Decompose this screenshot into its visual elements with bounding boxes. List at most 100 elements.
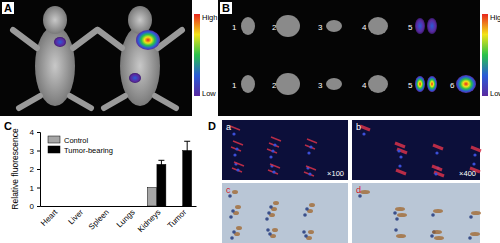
fluorescence	[136, 30, 160, 50]
micrograph	[222, 183, 348, 243]
panel-label: A	[4, 2, 12, 14]
panel-label: B	[222, 2, 230, 14]
axis-line	[37, 133, 41, 207]
organ	[326, 78, 342, 90]
tick-label: Spleen	[87, 208, 111, 232]
tick: Spleen	[87, 206, 111, 232]
tick-label: Kidneys	[136, 208, 162, 234]
organ	[241, 75, 255, 93]
stain	[395, 143, 405, 147]
nucleus	[236, 168, 239, 171]
tick-label: 4	[30, 128, 35, 137]
stain	[433, 145, 443, 149]
legend-swatch	[48, 136, 60, 143]
nucleus	[230, 236, 234, 240]
nucleus	[430, 234, 434, 238]
nucleus	[399, 155, 402, 158]
nucleus	[269, 155, 272, 158]
mouse-limb	[155, 96, 176, 108]
tick-label: 2	[30, 165, 35, 174]
error-cap	[158, 160, 164, 161]
stain	[397, 149, 407, 153]
tick-label: Liver	[66, 207, 85, 226]
stain	[236, 226, 242, 230]
stain	[234, 162, 244, 166]
magnification: ×400	[459, 169, 476, 178]
stain	[230, 126, 240, 130]
error-bar	[187, 141, 188, 160]
tick: 2	[30, 165, 40, 174]
bar	[70, 206, 79, 207]
colorbar-label: Low	[490, 89, 500, 98]
stain	[306, 166, 316, 170]
nucleus	[272, 170, 275, 173]
tick-mark	[37, 132, 40, 133]
mouse-limb	[73, 30, 97, 48]
stain	[432, 166, 442, 170]
organ-fluorescence	[415, 18, 425, 34]
stain	[395, 207, 405, 211]
tick-label: 1	[30, 184, 35, 193]
organ-number: 1	[232, 81, 237, 90]
stain	[360, 190, 370, 194]
subpanel-label: c	[226, 185, 231, 195]
organ-fluorescence	[427, 76, 437, 92]
bar	[157, 164, 166, 206]
image-panel	[0, 0, 192, 116]
legend-label: Tumor-bearing	[64, 146, 113, 155]
tick-label: Heart	[39, 207, 60, 228]
stain	[360, 126, 370, 130]
nucleus	[229, 215, 233, 219]
panel-label-box	[206, 120, 218, 132]
organ	[276, 15, 300, 37]
mouse-head	[128, 6, 152, 34]
stain	[267, 149, 277, 153]
tick-mark	[37, 188, 40, 189]
nucleus	[269, 205, 273, 209]
micrograph	[222, 120, 348, 180]
tick-mark	[37, 206, 40, 207]
organ	[368, 17, 388, 35]
plot-area	[147, 141, 191, 206]
nucleus	[435, 151, 438, 154]
stain	[309, 203, 315, 207]
bar	[105, 206, 114, 207]
image-panel	[218, 0, 480, 116]
organ-number: 1	[232, 23, 237, 32]
nucleus	[233, 153, 236, 156]
tick-label: 0	[30, 202, 35, 211]
stain	[305, 145, 315, 149]
nucleus	[231, 209, 235, 213]
organ-number: 3	[318, 23, 323, 32]
stain	[232, 168, 242, 172]
nucleus	[309, 145, 312, 148]
organ	[241, 17, 255, 35]
nucleus	[434, 172, 437, 175]
stain	[271, 137, 281, 141]
mouse	[13, 6, 97, 108]
fluorescence	[129, 73, 141, 83]
tick: Heart	[39, 206, 60, 228]
colorbar	[482, 14, 488, 96]
organ	[276, 73, 300, 95]
micrograph	[352, 183, 480, 243]
tick-label: Lungs	[115, 208, 137, 230]
tick-label: Tumor	[166, 207, 189, 230]
nucleus	[266, 228, 270, 232]
stain	[268, 170, 278, 174]
nucleus	[305, 207, 309, 211]
nucleus	[394, 228, 398, 232]
stain	[232, 190, 238, 194]
nucleus	[362, 132, 365, 135]
stain	[307, 139, 317, 143]
stain	[269, 143, 279, 147]
subpanel-label: b	[356, 122, 361, 132]
nucleus	[273, 143, 276, 146]
nucleus	[307, 151, 310, 154]
stain	[434, 172, 444, 176]
mouse-limb	[158, 30, 182, 48]
tick-label: 3	[30, 147, 35, 156]
stain	[272, 228, 278, 232]
organ-number: 4	[362, 23, 367, 32]
error-cap	[184, 141, 190, 142]
